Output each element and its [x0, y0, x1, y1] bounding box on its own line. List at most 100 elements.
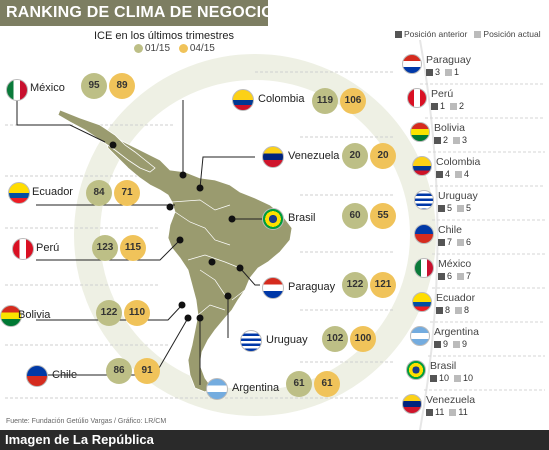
bolivia-flag-icon: [0, 305, 22, 327]
rank-legend-prev: Posición anterior: [404, 29, 468, 39]
legend-old-dot-icon: [134, 43, 143, 53]
rank-prev-value: 6: [447, 271, 453, 281]
prev-square-icon: [438, 239, 445, 247]
curr-square-icon: [455, 307, 463, 315]
venezuela-ice-0115: 20: [342, 143, 368, 169]
rank-prev-value: 3: [435, 67, 441, 77]
rank-venezuela-positions: 11 11: [426, 407, 468, 417]
header-bar: RANKING DE CLIMA DE NEGOCIOS: [0, 0, 285, 26]
colombia-flag-icon: [232, 89, 254, 111]
rank-prev-value: 10: [439, 373, 450, 383]
rank-peru-name: Perú: [431, 88, 454, 100]
rank-ecuador-flag-icon: [412, 292, 432, 312]
chile-ice-0415: 91: [134, 358, 160, 384]
uruguay-ice-0415: 100: [350, 326, 376, 352]
rank-curr-value: 1: [454, 67, 460, 77]
rank-prev-value: 8: [445, 305, 451, 315]
brasil-flag-icon: [262, 208, 284, 230]
mexico-flag-icon: [6, 79, 28, 101]
prev-square-icon: [430, 375, 437, 383]
chile-flag-icon: [26, 365, 48, 387]
rank-curr-value: 10: [463, 373, 474, 383]
bolivia-label: Bolivia: [18, 309, 51, 321]
ecuador-ice-0415: 71: [114, 180, 140, 206]
prev-square-icon: [438, 205, 445, 213]
ecuador-flag-icon: [8, 182, 30, 204]
rank-mexico-flag-icon: [414, 258, 434, 278]
rank-prev-value: 2: [443, 135, 449, 145]
brasil-label: Brasil: [288, 212, 316, 224]
paraguay-ice-0115: 122: [342, 272, 368, 298]
curr-square-icon: [474, 31, 482, 39]
bolivia-ice-0115: 122: [96, 300, 122, 326]
curr-square-icon: [457, 239, 465, 247]
rank-uruguay-name: Uruguay: [438, 190, 478, 202]
peru-ice-0415: 115: [120, 235, 146, 261]
rank-legend-curr: Posición actual: [483, 29, 541, 39]
rank-curr-value: 2: [459, 101, 465, 111]
rank-prev-value: 5: [447, 203, 453, 213]
venezuela-label: Venezuela: [288, 150, 340, 162]
argentina-flag-icon: [206, 378, 228, 400]
panel-curve: [419, 39, 439, 431]
brasil-ice-0415: 55: [370, 203, 396, 229]
rank-curr-value: 11: [458, 407, 468, 417]
right-rank-separators: [420, 83, 545, 391]
curr-square-icon: [455, 171, 463, 179]
chart-subtitle: ICE en los últimos trimestres: [94, 30, 234, 42]
rank-brasil-name: Brasil: [430, 360, 457, 372]
source-note: Fuente: Fundación Getúlio Vargas / Gráfi…: [6, 418, 167, 425]
rank-curr-value: 8: [464, 305, 470, 315]
argentina-ice-0115: 61: [286, 371, 312, 397]
venezuela-flag-icon: [262, 146, 284, 168]
colombia-label: Colombia: [258, 93, 305, 105]
rank-colombia-name: Colombia: [436, 156, 481, 168]
chile-label: Chile: [52, 369, 78, 381]
rank-ecuador-positions: 8 8: [436, 305, 469, 315]
location-dots: [109, 141, 244, 322]
rank-curr-value: 7: [466, 271, 472, 281]
rank-curr-value: 9: [462, 339, 468, 349]
legend-new-dot-icon: [178, 43, 188, 53]
rank-bolivia-positions: 2 3: [434, 135, 467, 145]
prev-square-icon: [431, 103, 438, 111]
prev-square-icon: [434, 341, 441, 349]
rank-bolivia-name: Bolivia: [434, 122, 465, 134]
peru-label: Perú: [36, 242, 60, 254]
rank-paraguay-name: Paraguay: [426, 54, 471, 66]
prev-square-icon: [438, 273, 445, 281]
legend-old-label: 01/15: [145, 43, 171, 54]
rank-curr-value: 5: [466, 203, 472, 213]
curr-square-icon: [453, 341, 461, 349]
rank-chile-flag-icon: [414, 224, 434, 244]
colombia-ice-0415: 106: [340, 88, 366, 114]
footer-text: Imagen de La República: [5, 432, 154, 447]
uruguay-flag-icon: [240, 330, 262, 352]
rank-curr-value: 6: [466, 237, 472, 247]
rank-uruguay-flag-icon: [414, 190, 434, 210]
rank-venezuela-name: Venezuela: [426, 394, 476, 406]
curr-square-icon: [457, 273, 465, 281]
rank-curr-value: 4: [464, 169, 470, 179]
prev-square-icon: [426, 409, 433, 417]
rank-chile-positions: 7 6: [438, 237, 471, 247]
brasil-ice-0115: 60: [342, 203, 368, 229]
curr-square-icon: [450, 103, 458, 111]
venezuela-ice-0415: 20: [370, 143, 396, 169]
prev-square-icon: [426, 69, 433, 77]
mexico-ice-0115: 95: [81, 73, 107, 99]
prev-square-icon: [436, 171, 443, 179]
rank-colombia-positions: 4 4: [436, 169, 469, 179]
rank-ecuador-name: Ecuador: [436, 292, 476, 304]
rank-prev-value: 9: [443, 339, 449, 349]
prev-square-icon: [395, 31, 402, 39]
rank-venezuela-flag-icon: [402, 394, 422, 414]
rank-prev-value: 1: [440, 101, 446, 111]
bolivia-ice-0415: 110: [124, 300, 150, 326]
curr-square-icon: [454, 375, 462, 383]
rank-mexico-name: México: [438, 258, 472, 270]
curr-square-icon: [445, 69, 453, 77]
ecuador-label: Ecuador: [32, 186, 73, 198]
legend-new-label: 04/15: [189, 43, 215, 54]
rank-argentina-name: Argentina: [434, 326, 479, 338]
